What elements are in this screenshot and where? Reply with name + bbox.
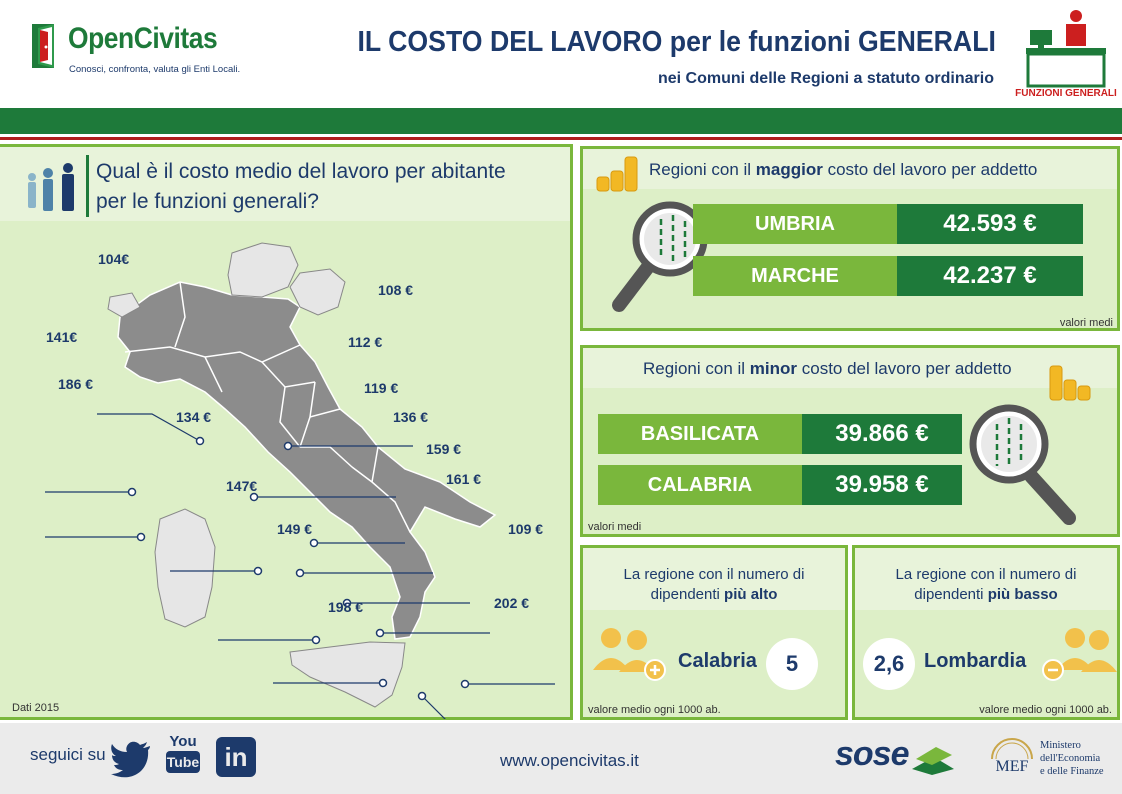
highest-staff-panel: La regione con il numero di dipendenti p… — [580, 545, 848, 720]
map-label-molise: 161 € — [446, 471, 482, 487]
sardegna — [154, 508, 216, 628]
footer: seguici su You Tube in www.opencivitas.i… — [0, 723, 1122, 794]
highest-cost-panel: Regioni con il maggior costo del lavoro … — [580, 146, 1120, 331]
lowest-staff-value: 2,6 — [863, 638, 915, 690]
map-label-toscana: 134 € — [176, 409, 212, 425]
youtube-icon[interactable]: You Tube — [166, 733, 200, 781]
coins-icon — [1049, 365, 1091, 401]
map-question: Qual è il costo medio del lavoro per abi… — [96, 157, 566, 217]
lowest-value-2: 39.958 € — [802, 465, 962, 505]
map-label-campania: 149 € — [277, 521, 313, 537]
mef-emblem-icon: MEF — [991, 738, 1033, 775]
highest-staff-region: Calabria — [678, 650, 757, 672]
magnifier-icon — [612, 201, 708, 312]
map-label-emilia: 112 € — [348, 334, 383, 350]
mef-name: Ministero dell'Economia e delle Finanze — [1040, 740, 1104, 777]
linkedin-icon[interactable]: in — [216, 737, 256, 777]
valle-daosta — [107, 292, 141, 318]
twitter-icon[interactable] — [110, 737, 152, 779]
panel-header — [583, 348, 1117, 388]
header-band — [0, 108, 1122, 134]
lowest-region-1: BASILICATA — [598, 414, 802, 454]
friuli — [289, 268, 346, 316]
italy-map — [45, 242, 555, 719]
question-line-2: per le funzioni generali? — [96, 190, 319, 213]
header-stripe — [0, 137, 1122, 140]
page-subtitle: nei Comuni delle Regioni a statuto ordin… — [657, 70, 994, 87]
people-icon — [28, 163, 74, 211]
panel-header — [583, 149, 1117, 189]
brand-name: OpenCivitas — [68, 22, 218, 55]
map-label-marche: 119 € — [364, 380, 399, 396]
lowest-note: valori medi — [588, 521, 642, 533]
badge-label: FUNZIONI GENERALI — [1015, 88, 1117, 99]
lowest-staff-region: Lombardia — [924, 650, 1027, 672]
data-year-note: Dati 2015 — [12, 702, 60, 714]
highest-value-1: 42.593 € — [897, 204, 1083, 244]
question-band — [0, 147, 570, 221]
lowest-cost-title: Regioni con il minor costo del lavoro pe… — [643, 359, 1012, 378]
map-label-lazio: 147€ — [226, 478, 258, 494]
lowest-region-2: CALABRIA — [598, 465, 802, 505]
map-label-veneto: 108 € — [378, 282, 414, 298]
brand-tagline: Conosci, confronta, valuta gli Enti Loca… — [69, 64, 241, 75]
map-label-puglia: 109 € — [508, 521, 544, 537]
highest-staff-note: valore medio ogni 1000 ab. — [588, 704, 721, 716]
map-label-umbria: 136 € — [393, 409, 429, 425]
lowest-staff-title: La regione con il numero di dipendenti p… — [895, 566, 1077, 603]
highest-staff-value: 5 — [766, 638, 818, 690]
highest-value-2: 42.237 € — [897, 256, 1083, 296]
staff-decrease-icon — [1042, 628, 1117, 681]
sicilia — [289, 641, 406, 708]
panel-header — [855, 548, 1117, 610]
follow-label: seguici su — [30, 745, 106, 764]
magnifier-icon — [969, 404, 1076, 525]
website-link[interactable]: www.opencivitas.it — [500, 751, 639, 770]
map-label-piemonte: 141€ — [46, 329, 78, 345]
highest-note: valori medi — [1059, 317, 1113, 329]
panel-header — [583, 548, 845, 610]
map-label-basilicata: 202 € — [494, 595, 530, 611]
highest-cost-title: Regioni con il maggior costo del lavoro … — [649, 160, 1038, 179]
map-label-liguria: 186 € — [58, 376, 94, 392]
trentino — [227, 242, 299, 298]
lowest-staff-panel: La regione con il numero di dipendenti p… — [852, 545, 1120, 720]
sose-logo: sose — [835, 735, 909, 773]
door-icon — [32, 24, 54, 68]
map-label-abruzzo: 159 € — [426, 441, 462, 457]
page-title: IL COSTO DEL LAVORO per le funzioni GENE… — [357, 26, 996, 58]
coins-icon — [596, 156, 638, 192]
staff-increase-icon — [593, 628, 666, 681]
highest-region-2: MARCHE — [693, 256, 897, 296]
question-accent — [86, 155, 89, 217]
lowest-value-1: 39.866 € — [802, 414, 962, 454]
map-panel: Qual è il costo medio del lavoro per abi… — [0, 144, 573, 720]
question-line-1: Qual è il costo medio del lavoro per abi… — [96, 160, 506, 183]
office-worker-icon — [1026, 10, 1106, 88]
lowest-cost-panel: Regioni con il minor costo del lavoro pe… — [580, 345, 1120, 537]
opencivitas-logo[interactable]: OpenCivitas Conosci, confronta, valuta g… — [30, 20, 240, 80]
sose-mark-icon — [912, 747, 954, 775]
highest-region-1: UMBRIA — [693, 204, 897, 244]
map-label-calabria: 198 € — [328, 599, 364, 615]
lowest-staff-note: valore medio ogni 1000 ab. — [979, 704, 1112, 716]
svg-text:MEF: MEF — [996, 758, 1029, 775]
highest-staff-title: La regione con il numero di dipendenti p… — [623, 566, 805, 603]
map-label-piemonte-nord: 104€ — [98, 251, 130, 267]
